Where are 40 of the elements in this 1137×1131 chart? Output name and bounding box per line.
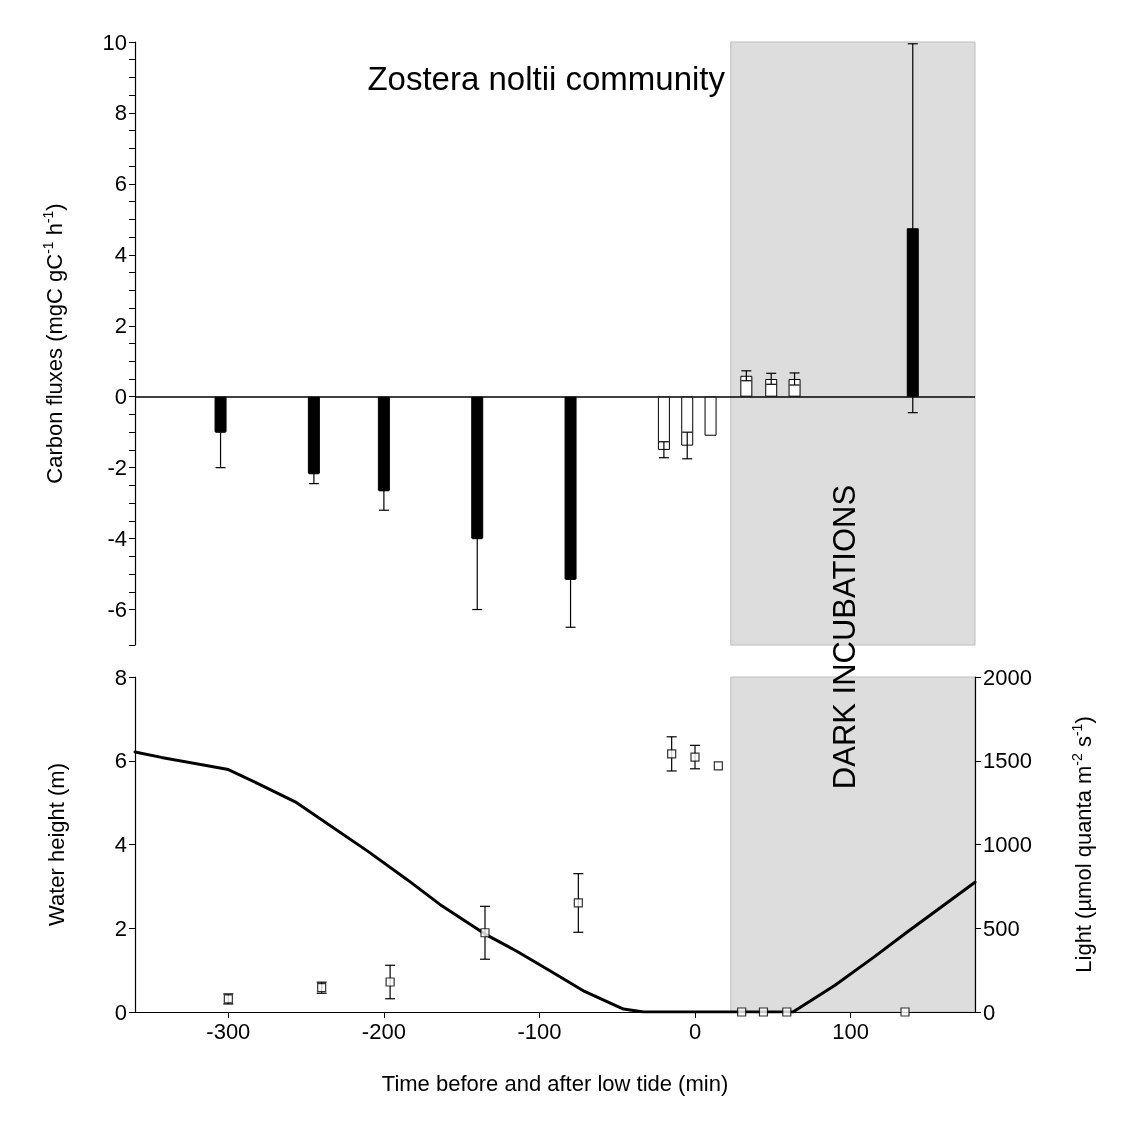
y2-tick-label: 2000 xyxy=(983,664,1032,690)
y2-tick-label: 0 xyxy=(983,999,996,1025)
y-tick-label: 10 xyxy=(102,29,127,55)
y-tick-label: 8 xyxy=(114,100,127,126)
y-tick-label: -6 xyxy=(107,597,127,623)
y-tick-label: 6 xyxy=(114,171,127,197)
point xyxy=(758,1007,769,1017)
y-tick-label: 4 xyxy=(114,242,127,268)
x-tick-label: 0 xyxy=(688,1018,702,1044)
y2-tick-label: 500 xyxy=(983,915,1020,941)
point xyxy=(737,1007,747,1017)
y-axis-title: Water height (m) xyxy=(43,762,69,927)
point xyxy=(690,752,700,762)
point xyxy=(480,928,490,938)
point xyxy=(573,898,583,908)
y-tick-label: 4 xyxy=(114,832,127,857)
annotation: Zostera noltii community xyxy=(367,60,726,97)
y-tick-label: 2 xyxy=(114,915,127,941)
y-tick-label: 0 xyxy=(114,384,127,410)
point xyxy=(713,761,723,771)
x-axis-title: Time before and after low tide (min) xyxy=(381,1070,729,1096)
y-tick-label: 8 xyxy=(114,664,127,690)
x-tick-label: -100 xyxy=(517,1018,562,1044)
y-tick-label: -2 xyxy=(107,455,127,481)
point xyxy=(900,1007,910,1017)
y-tick-label: 2 xyxy=(114,313,127,339)
y-axis-title: Carbon fluxes (mgC gC-1 h-1) xyxy=(40,203,67,484)
point xyxy=(667,749,677,759)
y-tick-label: 0 xyxy=(114,999,127,1025)
x-tick-label: 100 xyxy=(832,1018,869,1044)
y-tick-label: 6 xyxy=(114,748,127,774)
x-tick-label: -300 xyxy=(206,1018,251,1044)
y2-axis-title: Light (µmol quanta m-2 s-1) xyxy=(1069,716,1096,973)
y-tick-label: -4 xyxy=(107,526,127,552)
y2-tick-label: 1500 xyxy=(983,748,1032,774)
point xyxy=(782,1007,792,1017)
band-label: DARK INCUBATIONS xyxy=(826,484,863,790)
point xyxy=(385,977,395,987)
y2-tick-label: 1000 xyxy=(983,832,1032,857)
x-tick-label: -200 xyxy=(361,1018,406,1044)
